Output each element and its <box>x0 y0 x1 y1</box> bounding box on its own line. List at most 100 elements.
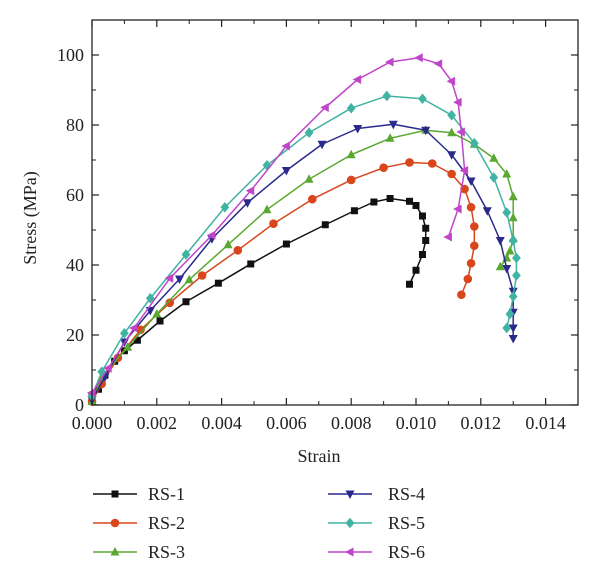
data-point <box>145 292 155 304</box>
data-point <box>197 271 207 280</box>
data-point <box>447 127 457 137</box>
data-point <box>466 258 476 268</box>
data-point <box>245 186 255 196</box>
data-point <box>482 207 492 216</box>
data-point <box>352 75 362 84</box>
data-point <box>412 266 420 274</box>
axes-layer: 0.000 0.002 0.004 0.006 0.008 0.010 0.012 0.014… <box>57 19 579 433</box>
data-point <box>152 308 162 318</box>
legend-marker <box>111 490 119 498</box>
data-point <box>466 202 476 212</box>
x-tick-label: 0.000 <box>72 413 113 433</box>
legend-marker <box>345 517 355 529</box>
legend-label: RS-4 <box>388 484 425 504</box>
x-tick-label: 0.008 <box>331 413 372 433</box>
legend-marker <box>345 490 355 500</box>
x-tick-label: 0.014 <box>525 413 566 433</box>
data-point <box>460 184 469 194</box>
series-line <box>91 57 466 394</box>
data-point <box>321 221 329 229</box>
legend-marker <box>344 547 354 557</box>
data-point <box>418 212 426 220</box>
data-point <box>350 207 358 215</box>
data-point <box>385 133 395 142</box>
series-rs-5 <box>87 90 521 402</box>
legend-item-rs-2: RS-2 <box>93 513 185 533</box>
data-point <box>508 334 518 344</box>
data-point <box>447 169 456 179</box>
legend-label: RS-5 <box>388 513 425 533</box>
data-point <box>281 141 290 151</box>
data-point <box>214 279 222 287</box>
data-point <box>433 59 443 69</box>
data-point <box>269 219 278 228</box>
series-layer <box>86 53 521 406</box>
data-point <box>165 298 175 308</box>
data-point <box>489 172 499 183</box>
y-tick-label: 20 <box>66 325 84 345</box>
data-point <box>508 191 518 201</box>
data-point <box>495 261 505 271</box>
data-point <box>446 76 456 86</box>
plot-frame <box>91 19 579 406</box>
data-point <box>508 291 518 302</box>
data-point <box>495 237 505 246</box>
data-point <box>502 168 512 178</box>
data-point <box>508 212 518 222</box>
legend-item-rs-6: RS-6 <box>328 542 425 562</box>
data-point <box>220 201 230 213</box>
y-tick-label: 0 <box>75 395 84 415</box>
series-line <box>91 123 514 401</box>
y-tick-label: 60 <box>66 185 84 205</box>
series-rs-2 <box>87 158 479 406</box>
x-tick-label: 0.012 <box>461 413 502 433</box>
data-point <box>447 109 457 121</box>
legend-item-rs-1: RS-1 <box>93 484 185 504</box>
data-point <box>164 273 174 283</box>
legend-marker <box>110 518 120 528</box>
data-point <box>456 127 465 137</box>
series-rs-3 <box>87 125 518 406</box>
series-rs-1 <box>88 195 430 400</box>
data-point <box>120 327 129 339</box>
data-point <box>508 324 518 334</box>
data-point <box>346 175 356 185</box>
data-point <box>443 232 452 242</box>
data-point <box>184 274 194 284</box>
data-point <box>418 251 426 259</box>
data-point <box>414 53 423 63</box>
y-axis-title: Stress (MPa) <box>20 171 41 265</box>
data-point <box>233 246 243 255</box>
data-point <box>320 103 329 112</box>
data-point <box>123 342 133 351</box>
legend-marker <box>110 546 120 556</box>
data-point <box>181 249 191 260</box>
data-point <box>346 102 356 114</box>
data-point <box>247 260 255 268</box>
data-point <box>418 93 427 105</box>
data-point <box>512 252 521 264</box>
data-point <box>453 204 462 214</box>
data-point <box>281 167 291 176</box>
legend-item-rs-5: RS-5 <box>328 513 425 533</box>
data-point <box>406 280 414 288</box>
y-tick-label: 80 <box>66 115 84 135</box>
series-rs-6 <box>86 53 469 398</box>
series-rs-4 <box>87 120 518 405</box>
y-tick-label: 100 <box>57 45 84 65</box>
data-point <box>508 235 518 246</box>
data-point <box>282 240 290 248</box>
data-point <box>379 163 388 172</box>
legend-label: RS-2 <box>148 513 185 533</box>
data-point <box>386 195 394 203</box>
data-point <box>502 322 512 334</box>
data-point <box>427 159 437 168</box>
data-point <box>156 317 164 325</box>
legend-label: RS-3 <box>148 542 185 562</box>
data-point <box>466 177 476 187</box>
data-point <box>421 126 431 136</box>
data-point <box>206 230 216 240</box>
data-point <box>308 194 317 204</box>
series-line <box>91 197 427 397</box>
